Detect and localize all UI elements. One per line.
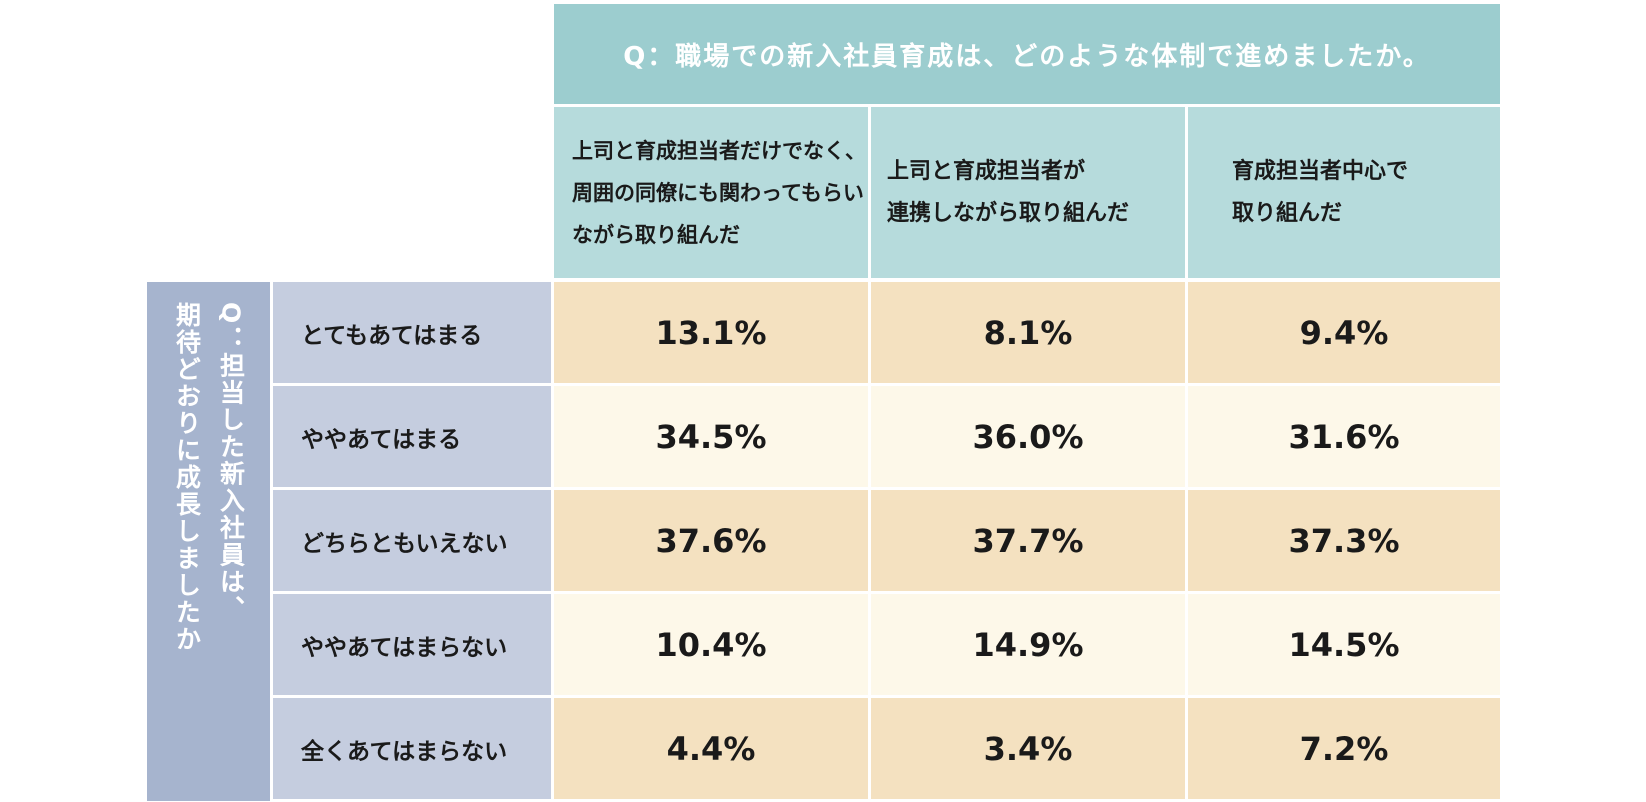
- table-cell: 36.0%: [871, 386, 1185, 487]
- table-cell: 13.1%: [554, 282, 868, 383]
- table-cell: 34.5%: [554, 386, 868, 487]
- row-label-text: とてもあてはまる: [301, 322, 483, 349]
- table-cell: 37.7%: [871, 490, 1185, 591]
- table-cell: 31.6%: [1188, 386, 1500, 487]
- table-cell: 9.4%: [1188, 282, 1500, 383]
- column-header-label: 上司と育成担当者だけでなく、 周囲の同僚にも関わってもらい ながら取り組んだ: [572, 138, 866, 247]
- row-label-text: 全くあてはまらない: [301, 738, 508, 765]
- column-header-label: 育成担当者中心で 取り組んだ: [1232, 158, 1409, 226]
- table-cell: 37.3%: [1188, 490, 1500, 591]
- table-cell: 14.9%: [871, 594, 1185, 695]
- row-label-strongly-agree: とてもあてはまる: [273, 282, 551, 383]
- row-question-header: Q：担当した新入社員は、 期待どおりに成長しましたか: [147, 282, 270, 801]
- row-label-neutral: どちらともいえない: [273, 490, 551, 591]
- table-cell: 7.2%: [1188, 698, 1500, 799]
- row-question-text: Q：担当した新入社員は、 期待どおりに成長しましたか: [172, 301, 246, 653]
- row-label-text: ややあてはまる: [301, 426, 462, 453]
- column-header-boss-and-trainer: 上司と育成担当者が 連携しながら取り組んだ: [871, 107, 1185, 278]
- table-cell: 10.4%: [554, 594, 868, 695]
- row-label-somewhat-disagree: ややあてはまらない: [273, 594, 551, 695]
- table-cell: 14.5%: [1188, 594, 1500, 695]
- table-cell: 37.6%: [554, 490, 868, 591]
- column-header-label: 上司と育成担当者が 連携しながら取り組んだ: [887, 158, 1130, 226]
- row-label-text: どちらともいえない: [301, 530, 508, 557]
- table-cell: 4.4%: [554, 698, 868, 799]
- table-cell: 8.1%: [871, 282, 1185, 383]
- column-header-trainer-centered: 育成担当者中心で 取り組んだ: [1188, 107, 1500, 278]
- column-question-text: Q：職場での新入社員育成は、どのような体制で進めましたか。: [623, 41, 1431, 72]
- column-question-header: Q：職場での新入社員育成は、どのような体制で進めましたか。: [554, 4, 1500, 104]
- row-label-text: ややあてはまらない: [301, 634, 508, 661]
- row-label-somewhat-agree: ややあてはまる: [273, 386, 551, 487]
- table-cell: 3.4%: [871, 698, 1185, 799]
- row-label-strongly-disagree: 全くあてはまらない: [273, 698, 551, 799]
- column-header-colleagues: 上司と育成担当者だけでなく、 周囲の同僚にも関わってもらい ながら取り組んだ: [554, 107, 868, 278]
